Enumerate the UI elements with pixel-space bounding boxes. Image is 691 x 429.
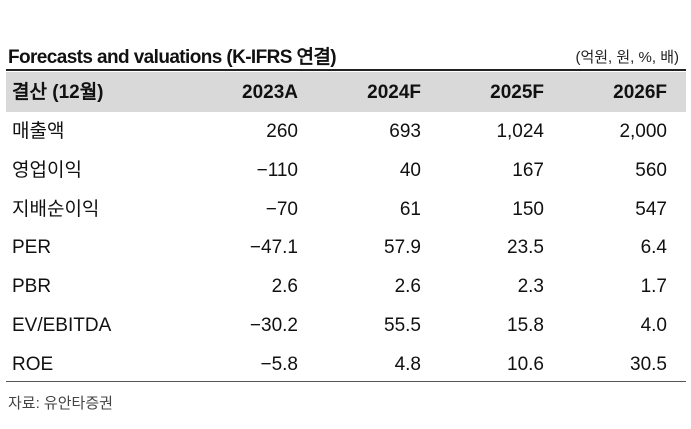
table-cell: 2.3 bbox=[517, 276, 544, 298]
table-cell: −47.1 bbox=[249, 237, 298, 259]
table-cell: 260 bbox=[266, 121, 298, 142]
table-cell: 1,024 bbox=[496, 121, 544, 142]
row-label: 매출액 bbox=[12, 121, 65, 142]
top-rule bbox=[6, 69, 686, 71]
table-cell: 693 bbox=[389, 121, 421, 142]
column-header: 결산 (12월) bbox=[12, 82, 104, 103]
table-cell: 1.7 bbox=[640, 276, 667, 298]
table-cell: 57.9 bbox=[384, 237, 421, 259]
table-cell: 167 bbox=[512, 159, 544, 181]
table-cell: 4.0 bbox=[640, 315, 667, 336]
row-label: EV/EBITDA bbox=[12, 315, 112, 336]
table-cell: 55.5 bbox=[384, 315, 421, 336]
column-header: 2023A bbox=[242, 82, 298, 103]
row-label: 지배순이익 bbox=[12, 198, 100, 220]
row-label: ROE bbox=[12, 353, 54, 375]
table-cell: −30.2 bbox=[249, 315, 298, 336]
table-cell: 2.6 bbox=[271, 276, 298, 298]
row-label: PBR bbox=[12, 276, 52, 298]
table-cell: 6.4 bbox=[640, 237, 667, 259]
table-cell: 2,000 bbox=[619, 121, 667, 142]
table-cell: 560 bbox=[635, 159, 667, 181]
table-cell: 2.6 bbox=[394, 276, 421, 298]
bottom-rule bbox=[6, 381, 686, 382]
column-header: 2025F bbox=[490, 82, 544, 103]
table-cell: −5.8 bbox=[260, 353, 298, 375]
row-label: 영업이익 bbox=[12, 159, 82, 181]
table-title: Forecasts and valuations (K-IFRS 연결) bbox=[8, 47, 337, 68]
table-cell: 15.8 bbox=[507, 315, 544, 336]
table-cell: −110 bbox=[256, 159, 298, 181]
table-cell: 40 bbox=[399, 159, 421, 181]
table-cell: 23.5 bbox=[507, 237, 544, 259]
column-header: 2026F bbox=[613, 82, 667, 103]
table-cell: 30.5 bbox=[630, 353, 667, 375]
header-background bbox=[6, 72, 686, 112]
row-label: PER bbox=[12, 237, 52, 259]
table-cell: 547 bbox=[635, 198, 667, 220]
column-header: 2024F bbox=[367, 82, 421, 103]
unit-note: (억원, 원, %, 배) bbox=[575, 49, 679, 66]
table-cell: 61 bbox=[399, 198, 421, 220]
table-cell: 10.6 bbox=[507, 353, 544, 375]
table-cell: 150 bbox=[512, 198, 544, 220]
source-note: 자료: 유안타증권 bbox=[8, 395, 113, 412]
table-cell: −70 bbox=[265, 198, 298, 220]
table-cell: 4.8 bbox=[394, 353, 421, 375]
